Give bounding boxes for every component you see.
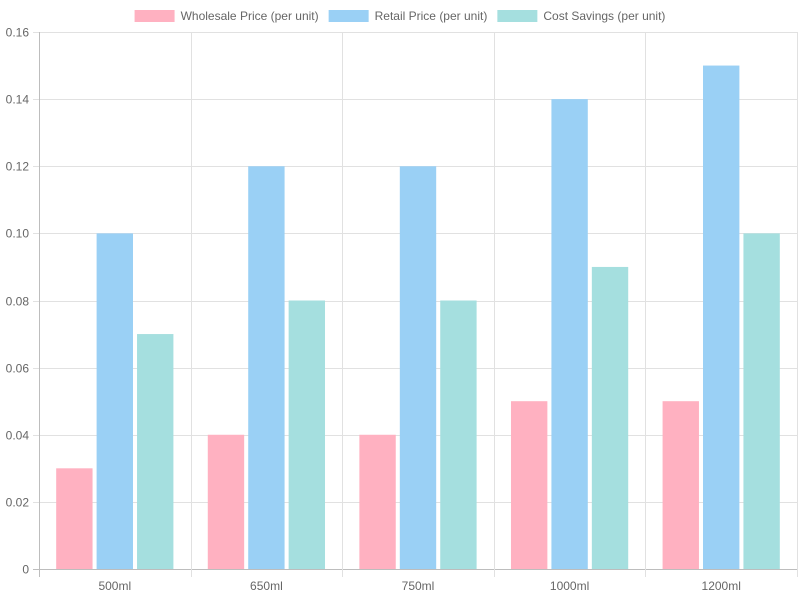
bars [56,65,780,570]
y-tick-label: 0.08 [6,295,30,309]
y-axis-ticks: 0 0.02 0.04 0.06 0.08 0.10 0.12 0.14 0.16 [6,26,30,577]
y-tick-label: 0.06 [6,362,30,376]
y-tick-label: 0.12 [6,160,30,174]
bar-0-3[interactable] [510,401,548,569]
bar-2-0[interactable] [137,334,174,569]
x-tick-label: 1000ml [550,579,589,593]
bar-2-2[interactable] [440,300,477,570]
x-tick-label: 650ml [250,579,283,593]
bar-2-4[interactable] [743,233,780,570]
bar-2-1[interactable] [288,300,326,570]
bar-0-4[interactable] [662,401,699,569]
y-tick-label: 0.16 [6,26,30,40]
legend-item[interactable]: Cost Savings (per unit) [497,9,665,23]
legend-item[interactable]: Retail Price (per unit) [328,9,488,23]
y-tick-label: 0.04 [6,429,30,443]
legend-label: Retail Price (per unit) [375,9,488,23]
bar-1-4[interactable] [703,65,740,569]
y-tick-label: 0.10 [6,227,30,241]
bar-0-0[interactable] [56,468,93,569]
bar-2-3[interactable] [591,266,629,569]
y-tick-label: 0.02 [6,496,30,510]
x-tick-label: 750ml [402,579,435,593]
bar-1-2[interactable] [399,166,437,569]
legend-swatch [328,10,369,22]
legend-label: Cost Savings (per unit) [543,9,665,23]
bar-0-1[interactable] [207,434,245,569]
bar-0-2[interactable] [359,434,396,569]
bar-1-1[interactable] [248,166,285,569]
legend-label: Wholesale Price (per unit) [181,9,319,23]
legend-item[interactable]: Wholesale Price (per unit) [134,9,319,23]
x-tick-label: 500ml [98,579,131,593]
x-axis-ticks: 500ml 650ml 750ml 1000ml 1200ml [98,579,740,593]
bar-1-0[interactable] [96,233,133,570]
legend-swatch [497,10,538,22]
bar-1-3[interactable] [551,99,588,570]
legend: Wholesale Price (per unit) Retail Price (… [134,9,665,23]
x-tick-label: 1200ml [702,579,741,593]
y-tick-label: 0 [22,563,29,577]
legend-swatch [134,10,175,22]
y-tick-label: 0.14 [6,93,30,107]
